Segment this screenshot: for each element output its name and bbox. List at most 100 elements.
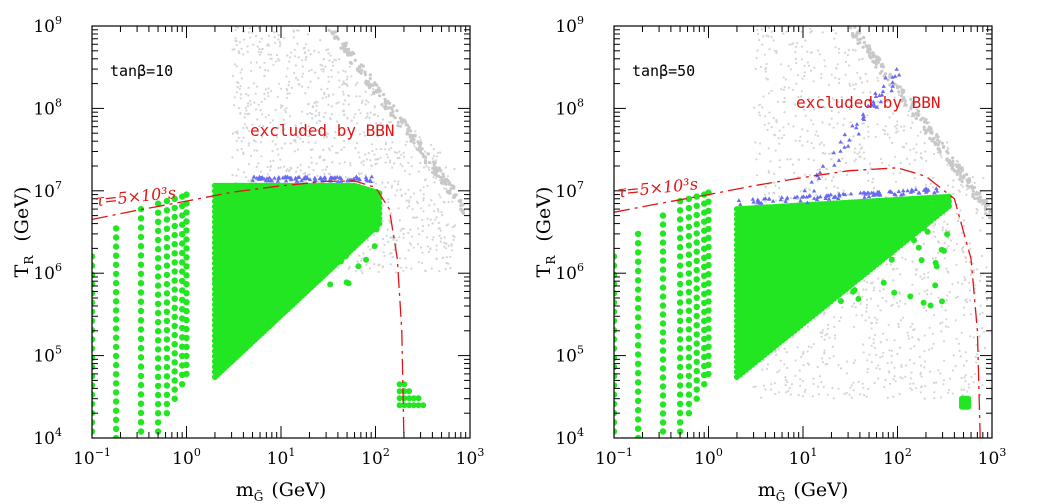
grey-point (793, 171, 796, 175)
allowed-point (154, 382, 162, 390)
grey-point (912, 382, 915, 385)
allowed-point (183, 254, 190, 261)
grey-point (758, 114, 762, 117)
grey-point (944, 309, 947, 312)
grey-point (322, 58, 325, 61)
allowed-point (614, 391, 618, 398)
grey-point (871, 281, 874, 284)
grey-point (786, 158, 789, 161)
grey-point (313, 49, 316, 53)
grey-point (277, 33, 280, 37)
allowed-point (112, 425, 120, 433)
blue-point (367, 178, 373, 182)
grey-point (854, 158, 857, 161)
allowed-point (171, 241, 178, 248)
grey-point (898, 292, 901, 296)
grey-point (392, 238, 395, 241)
grey-point (327, 52, 330, 55)
grey-point (797, 158, 801, 161)
grey-point (812, 80, 815, 83)
grey-point (936, 142, 940, 147)
grey-point (360, 101, 364, 104)
grey-point (895, 127, 898, 130)
grey-point (353, 58, 357, 62)
grey-point (799, 378, 802, 381)
grey-point (453, 167, 456, 171)
grey-point (336, 151, 339, 154)
grey-point (981, 384, 984, 387)
allowed-points (92, 182, 427, 438)
grey-point (364, 153, 367, 156)
grey-point (350, 75, 353, 78)
grey-point (828, 152, 831, 155)
grey-point (882, 288, 885, 291)
grey-point (345, 78, 348, 81)
grey-point (803, 75, 806, 78)
grey-point (417, 261, 420, 264)
grey-point (945, 325, 948, 328)
grey-point (277, 166, 280, 170)
grey-point (237, 81, 240, 85)
grey-point (894, 125, 897, 128)
allowed-point (363, 207, 369, 214)
grey-point (773, 49, 776, 52)
grey-point (755, 158, 758, 161)
grey-point (794, 45, 798, 49)
allowed-point (171, 231, 178, 239)
grey-point (826, 327, 830, 330)
grey-point (244, 112, 247, 115)
grey-point (445, 256, 448, 259)
grey-point (975, 212, 978, 215)
grey-point (433, 210, 436, 213)
grey-point (332, 31, 336, 35)
grey-point (830, 117, 833, 120)
grey-point (294, 124, 297, 127)
grey-point (445, 247, 448, 250)
grey-point (279, 106, 283, 109)
grey-point (886, 362, 889, 365)
grey-point (837, 364, 840, 367)
grey-point (876, 304, 880, 307)
grey-point (909, 325, 912, 328)
grey-point (332, 64, 335, 67)
grey-point (931, 332, 934, 335)
grey-point (432, 236, 435, 239)
grey-point (875, 321, 878, 324)
allowed-point (179, 240, 186, 247)
grey-point (810, 29, 814, 32)
grey-point (764, 388, 767, 391)
grey-point (923, 276, 926, 279)
grey-point (866, 281, 869, 284)
grey-point (415, 147, 419, 151)
grey-point (394, 194, 397, 197)
grey-point (955, 242, 958, 245)
grey-point (435, 173, 439, 178)
grey-point (358, 156, 361, 159)
grey-point (364, 90, 367, 93)
grey-point (408, 173, 411, 176)
grey-point (440, 237, 443, 240)
grey-point (859, 102, 862, 105)
grey-point (965, 193, 968, 196)
grey-point (257, 26, 260, 30)
grey-point (411, 235, 414, 238)
grey-point (371, 128, 374, 131)
grey-point (956, 295, 959, 298)
allowed-point (366, 223, 373, 230)
grey-point (971, 193, 975, 197)
grey-point (342, 90, 345, 93)
grey-point (928, 326, 931, 329)
grey-point (911, 121, 914, 124)
grey-point (404, 192, 407, 195)
grey-point (782, 32, 785, 35)
grey-point (809, 31, 812, 34)
grey-point (783, 111, 786, 114)
grey-point (974, 372, 977, 375)
allowed-point (112, 279, 120, 287)
grey-point (931, 176, 935, 180)
grey-point (817, 49, 820, 52)
grey-point (757, 32, 760, 36)
grey-point (803, 71, 806, 74)
grey-point (858, 31, 862, 35)
allowed-point (183, 236, 190, 243)
